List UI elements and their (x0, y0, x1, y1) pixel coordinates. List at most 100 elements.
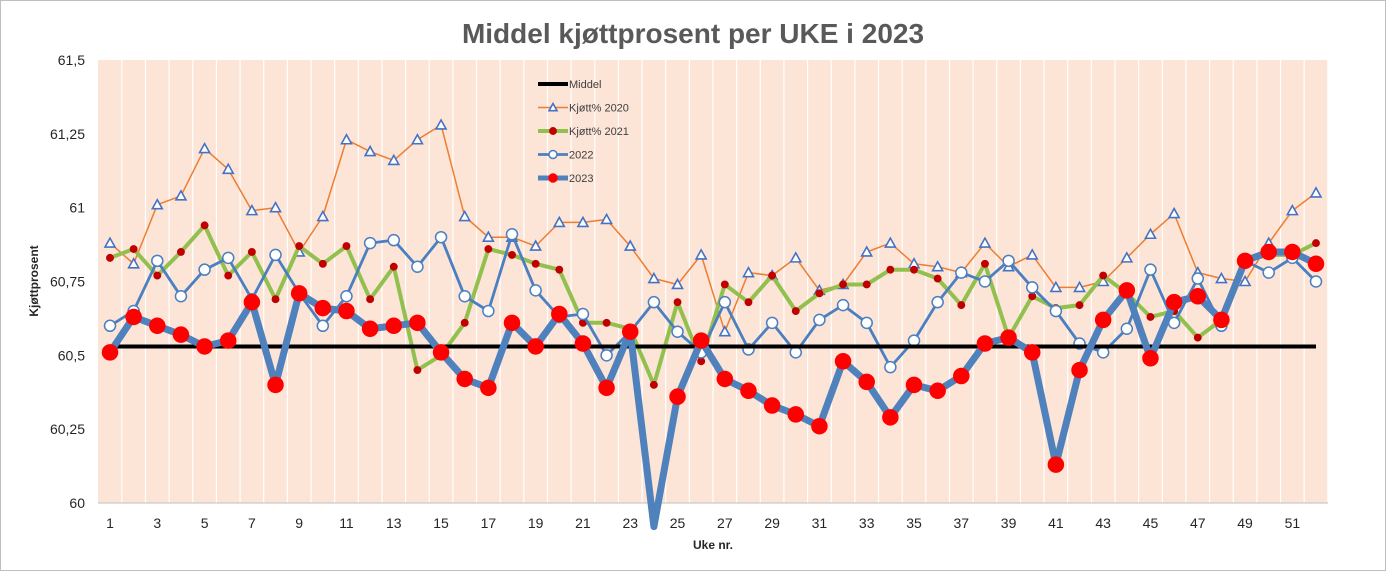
legend-marker (548, 173, 558, 183)
data-point (789, 251, 803, 263)
data-point (316, 209, 330, 222)
data-point (1146, 312, 1155, 321)
legend-marker (547, 101, 559, 112)
data-point (434, 230, 448, 244)
data-point (219, 332, 237, 349)
y-axis-ticks: 60 60,25 60,5 60,75 61 61,25 61,5 (50, 52, 85, 511)
data-point (929, 382, 946, 400)
data-point (508, 250, 516, 259)
data-point (1120, 251, 1134, 263)
data-point (931, 295, 944, 309)
data-point (978, 275, 992, 288)
series-2023 (101, 243, 1325, 531)
x-tick-label: 41 (1048, 515, 1064, 531)
data-point (1002, 254, 1015, 268)
x-tick-label: 39 (1001, 515, 1017, 531)
data-point (432, 344, 450, 361)
data-point (1312, 239, 1320, 248)
data-point (1262, 266, 1275, 279)
data-point (621, 323, 639, 340)
data-point (1260, 243, 1277, 261)
data-point (574, 335, 592, 352)
data-point (742, 265, 755, 278)
x-tick-label: 27 (717, 515, 733, 531)
data-point (1285, 203, 1299, 216)
data-point (694, 248, 708, 260)
data-point (505, 227, 519, 241)
data-point (363, 144, 377, 157)
x-axis-label: Uke nr. (693, 538, 733, 552)
data-point (905, 376, 923, 394)
data-point (649, 380, 658, 389)
x-axis-ticks: 1 3 5 7 9 11 13 15 17 19 21 23 25 27 29 31 33 35 37 39 41 43 4… (106, 515, 1300, 531)
legend: Middel Kjøtt% 2020 Kjøtt% 2021 2022 2023 (538, 79, 629, 185)
data-point (247, 248, 256, 256)
data-point (480, 379, 497, 397)
data-point (858, 373, 875, 391)
data-point (1049, 280, 1063, 293)
data-point (884, 360, 897, 374)
data-point (671, 277, 684, 290)
legend-label: Middel (569, 79, 601, 91)
data-point (149, 317, 166, 335)
data-point (503, 314, 521, 332)
data-point (411, 260, 424, 273)
data-point (318, 259, 327, 268)
data-point (529, 239, 543, 251)
series-line (109, 232, 1317, 369)
data-point (1189, 288, 1207, 305)
x-tick-label: 43 (1095, 515, 1111, 531)
x-tick-label: 45 (1143, 515, 1159, 531)
data-point (976, 335, 994, 352)
data-point (576, 215, 590, 228)
legend-item-2023: 2023 (538, 173, 593, 185)
x-tick-label: 31 (812, 515, 828, 531)
data-point (1028, 292, 1037, 301)
data-point (555, 265, 564, 274)
data-point (623, 239, 637, 251)
data-point (1236, 252, 1254, 270)
data-point (1142, 350, 1159, 367)
data-point (720, 280, 729, 289)
legend-marker (549, 127, 557, 135)
data-point (1047, 456, 1065, 473)
data-point (1118, 282, 1136, 299)
data-point (1094, 311, 1112, 329)
data-point (716, 370, 734, 388)
y-tick-label: 61,5 (58, 52, 85, 68)
x-tick-label: 29 (764, 515, 780, 531)
series-kj-tt-2021 (106, 221, 1320, 389)
data-point (834, 352, 852, 370)
data-point (551, 305, 568, 323)
data-point (1049, 304, 1063, 318)
data-point (529, 284, 542, 297)
data-point (1144, 263, 1157, 276)
x-tick-label: 3 (153, 515, 161, 531)
data-point (389, 262, 398, 271)
data-point (647, 271, 661, 284)
data-point (221, 251, 235, 265)
data-point (839, 280, 848, 289)
data-point (980, 259, 989, 268)
legend-label: 2022 (569, 150, 593, 162)
x-tick-label: 9 (295, 515, 303, 531)
data-point (129, 245, 138, 253)
data-point (883, 236, 897, 248)
data-point (1073, 280, 1086, 293)
data-point (125, 308, 142, 326)
data-point (176, 248, 185, 256)
data-point (198, 263, 211, 276)
data-point (361, 320, 379, 338)
data-point (290, 285, 308, 302)
y-tick-label: 60,5 (58, 347, 85, 363)
data-point (836, 298, 850, 312)
x-tick-label: 23 (622, 515, 638, 531)
data-point (271, 295, 280, 304)
data-point (103, 236, 117, 248)
legend-item-kj-tt-2021: Kjøtt% 2021 (538, 126, 629, 138)
data-point (340, 290, 353, 303)
data-point (340, 133, 353, 145)
y-tick-label: 61 (69, 200, 85, 216)
data-point (931, 260, 945, 272)
data-point (907, 334, 921, 347)
